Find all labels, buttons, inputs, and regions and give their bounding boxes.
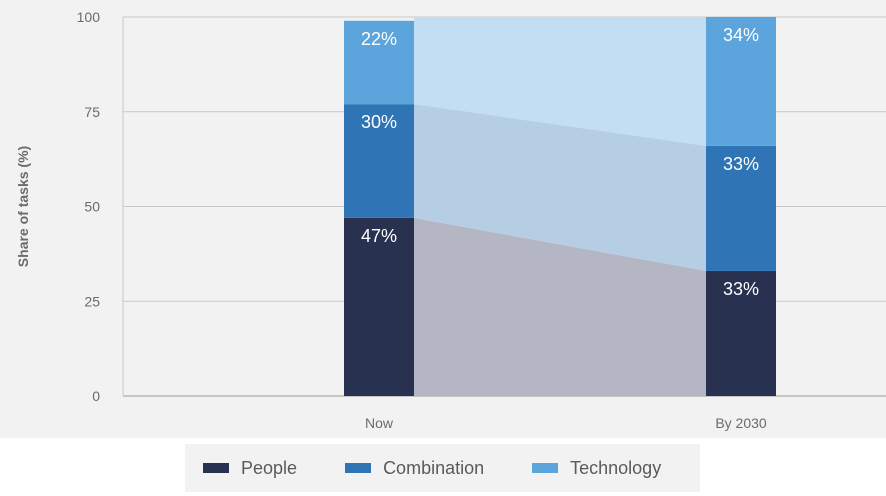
stacked-bar-chart: 0 25 50 75 100 Share of tasks (%) 47% 30% 22% Now… — [15, 9, 886, 431]
data-label-technology-1: 34% — [723, 25, 759, 45]
legend-label-combination: Combination — [383, 457, 485, 478]
bar-combination-1 — [706, 145, 776, 271]
data-label-people-0: 47% — [361, 226, 397, 246]
bar-technology-0 — [344, 20, 414, 105]
data-label-combination-1: 33% — [723, 154, 759, 174]
legend-swatch-combination — [345, 463, 372, 473]
y-tick-label-50: 50 — [84, 199, 100, 215]
data-label-people-1: 33% — [723, 279, 759, 299]
legend-label-people: People — [241, 457, 298, 478]
legend-item-combination: Combination — [345, 458, 484, 479]
connector-band-technology — [414, 17, 706, 146]
bar-technology-1 — [706, 17, 776, 146]
bar-people-1 — [706, 270, 776, 396]
x-tick-label-1: By 2030 — [715, 415, 767, 431]
data-label-combination-0: 30% — [361, 112, 397, 132]
connector-band-combination — [414, 104, 706, 271]
data-label-technology-0: 22% — [361, 29, 397, 49]
y-tick-label-0: 0 — [92, 388, 100, 404]
y-tick-label-25: 25 — [84, 293, 100, 309]
y-tick-label-75: 75 — [84, 104, 100, 120]
legend-item-people: People — [203, 458, 297, 479]
legend-swatch-technology — [532, 463, 559, 473]
legend-swatch-people — [203, 463, 229, 473]
legend-label-technology: Technology — [570, 457, 662, 478]
y-tick-label-100: 100 — [77, 9, 101, 25]
y-axis-title: Share of tasks (%) — [15, 146, 31, 267]
legend: People Combination Technology — [185, 444, 700, 492]
bar-people-0 — [344, 217, 414, 396]
legend-item-technology: Technology — [532, 458, 661, 479]
connector-band-people — [414, 217, 706, 396]
x-tick-label-0: Now — [365, 415, 394, 431]
bar-combination-0 — [344, 104, 414, 218]
